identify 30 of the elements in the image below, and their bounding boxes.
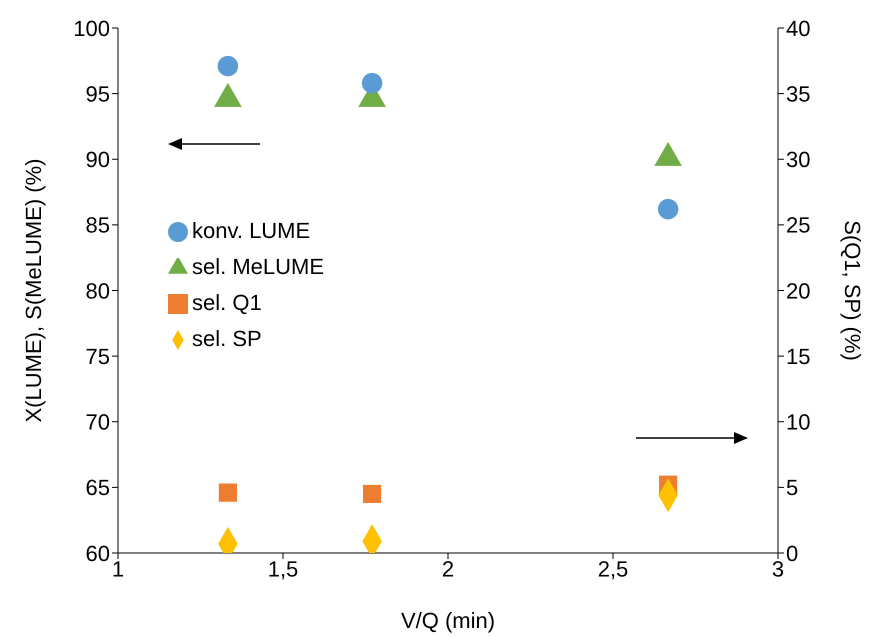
x-tick-label: 1 xyxy=(112,556,124,582)
y2-tick-label: 20 xyxy=(786,278,810,304)
x-tick-label: 2 xyxy=(442,556,454,582)
y2-tick-label: 40 xyxy=(786,16,810,41)
x-tick-label: 1,5 xyxy=(268,556,298,582)
legend-label: sel. Q1 xyxy=(192,290,262,315)
y2-tick-label: 15 xyxy=(786,344,810,369)
legend-label: sel. SP xyxy=(192,326,262,351)
y2-tick-label: 5 xyxy=(786,475,798,500)
legend-label: sel. MeLUME xyxy=(192,254,324,279)
y-tick-label: 80 xyxy=(86,278,110,304)
y2-tick-label: 35 xyxy=(786,81,810,106)
y2-tick-label: 25 xyxy=(786,212,810,238)
y2-tick-label: 0 xyxy=(786,540,798,566)
y2-tick-label: 30 xyxy=(786,147,810,172)
y-axis-title: X(LUME), S(MeLUME) (%) xyxy=(20,158,46,423)
legend-label: konv. LUME xyxy=(192,218,310,243)
y-tick-label: 70 xyxy=(86,410,110,435)
y-tick-label: 85 xyxy=(86,212,110,238)
y-tick-label: 90 xyxy=(86,147,110,172)
y2-axis-title: S(Q1, SP) (%) xyxy=(840,220,866,361)
y-tick-label: 60 xyxy=(86,540,110,566)
x-axis-title: V/Q (min) xyxy=(400,608,496,633)
x-tick-label: 2,5 xyxy=(598,556,628,582)
y-tick-label: 75 xyxy=(86,344,110,369)
y-tick-label: 100 xyxy=(73,16,110,41)
y-tick-label: 65 xyxy=(86,475,110,500)
x-tick-label: 3 xyxy=(772,556,784,582)
y-tick-label: 95 xyxy=(86,81,110,106)
y2-tick-label: 10 xyxy=(786,410,810,435)
